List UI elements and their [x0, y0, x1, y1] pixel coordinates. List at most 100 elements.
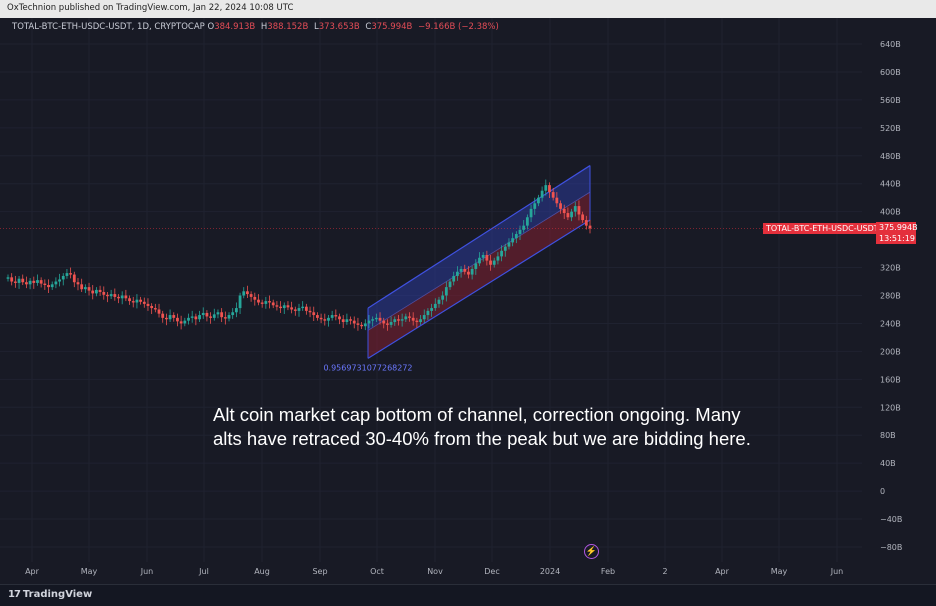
candle-body [588, 225, 592, 229]
candle-body [61, 275, 65, 280]
open-value: 384.913B [214, 22, 256, 32]
candle-body [113, 294, 117, 297]
candle-body [573, 206, 577, 212]
low-value: 373.653B [318, 22, 360, 32]
x-tick-label: May [771, 567, 788, 576]
candle-body [334, 315, 338, 317]
candle-body [187, 317, 190, 321]
candle-body [415, 320, 419, 323]
candle-body [301, 306, 305, 309]
candle-body [389, 322, 393, 325]
x-tick-label: Nov [427, 567, 443, 576]
symbol-legend: TOTAL-BTC-ETH-USDC-USDT, 1D, CRYPTOCAP O… [12, 22, 502, 32]
candle-body [555, 197, 559, 204]
candle-body [271, 302, 275, 306]
candle-body [474, 263, 478, 269]
candle-body [28, 280, 32, 285]
candle-body [176, 317, 179, 322]
candle-body [537, 197, 540, 204]
candle-body [500, 250, 503, 257]
candle-body [249, 294, 253, 297]
candle-body [308, 310, 312, 313]
publisher-bar: OxTechnion published on TradingView.com,… [0, 0, 936, 18]
candle-body [257, 299, 260, 303]
candle-body [198, 315, 201, 320]
candle-body [201, 312, 205, 316]
candle-body [430, 308, 434, 311]
candle-body [525, 217, 529, 226]
x-tick-label: 2024 [540, 567, 560, 576]
y-tick-label: −80B [880, 543, 902, 552]
candle-body [91, 290, 95, 294]
candle-body [338, 316, 341, 320]
candle-body [253, 296, 257, 300]
x-tick-label: Jun [140, 567, 154, 576]
candle-body [290, 307, 294, 310]
candle-body [382, 320, 386, 324]
candle-body [478, 257, 481, 264]
last-price-box: 375.994B 13:51:19 [876, 222, 918, 244]
candle-body [533, 203, 537, 209]
y-tick-label: 320B [880, 264, 901, 273]
candle-body [386, 323, 389, 325]
candle-body [216, 312, 220, 315]
y-tick-label: 400B [880, 208, 901, 217]
candle-body [437, 299, 441, 304]
price-scale-symbol-tag: TOTAL-BTC-ETH-USDC-USDT [763, 223, 882, 234]
candle-body [128, 298, 131, 302]
candle-body [25, 282, 28, 285]
candle-body [146, 303, 150, 306]
annotation-text[interactable]: Alt coin market cap bottom of channel, c… [213, 404, 751, 449]
candle-body [327, 317, 330, 321]
candle-body [330, 315, 334, 318]
x-tick-label: Feb [601, 567, 615, 576]
candle-body [548, 185, 551, 193]
candle-body [544, 185, 548, 191]
candle-body [444, 287, 448, 296]
candle-body [50, 284, 54, 288]
x-tick-label: 2 [662, 567, 667, 576]
candle-body [397, 319, 400, 321]
candle-body [164, 317, 168, 320]
candle-body [367, 320, 371, 324]
candle-body [212, 314, 216, 318]
candle-body [65, 273, 69, 276]
candle-body [489, 260, 492, 265]
candle-body [496, 256, 500, 261]
candle-body [135, 299, 139, 303]
candle-body [87, 287, 91, 291]
x-tick-label: Jun [830, 567, 844, 576]
candle-body [467, 271, 470, 275]
x-tick-label: Dec [484, 567, 499, 576]
candle-body [58, 279, 61, 282]
candle-body [246, 291, 249, 295]
candle-body [238, 295, 242, 309]
footer-bar: 17 TradingView [0, 584, 936, 606]
tradingview-logo[interactable]: 17 TradingView [8, 589, 92, 600]
candle-body [404, 316, 408, 320]
candle-body [393, 319, 397, 323]
candle-body [179, 321, 183, 324]
candle-body [10, 277, 14, 282]
last-price-value: 375.994B [879, 223, 918, 232]
channel-lower-fill [368, 192, 590, 359]
candle-body [304, 306, 308, 311]
channel-ratio-label: 0.9569731077268272 [323, 363, 412, 372]
candle-body [371, 319, 375, 321]
lightning-icon[interactable]: ⚡ [584, 544, 599, 559]
candle-body [448, 281, 452, 288]
candle-body [441, 295, 445, 300]
x-tick-label: Apr [25, 567, 40, 576]
candle-body [492, 260, 496, 265]
candle-body [227, 315, 231, 319]
candle-body [102, 292, 106, 295]
candle-body [168, 315, 172, 320]
candle-body [514, 234, 518, 239]
candle-body [485, 254, 489, 261]
y-tick-label: 520B [880, 124, 901, 133]
candle-body [36, 280, 39, 283]
candle-body [584, 220, 588, 226]
candle-body [69, 273, 73, 275]
